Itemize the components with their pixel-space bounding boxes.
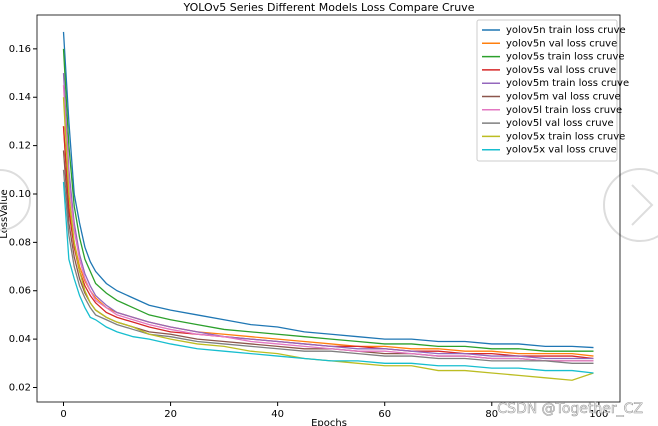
series-line: [62, 31, 594, 349]
series-line: [62, 181, 594, 374]
chart-title: YOLOv5 Series Different Models Loss Comp…: [183, 1, 475, 14]
legend-label: yolov5s val loss cruve: [506, 65, 616, 76]
series-line: [62, 48, 594, 352]
series-line: [62, 85, 594, 362]
y-tick-label: 0.16: [9, 44, 31, 55]
y-tick-label: 0.14: [9, 92, 31, 103]
legend-label: yolov5n train loss cruve: [506, 25, 626, 36]
x-tick-label: 100: [589, 409, 608, 420]
x-tick-label: 0: [60, 409, 66, 420]
y-tick-label: 0.02: [9, 382, 31, 393]
y-axis-label: LossValue: [0, 189, 10, 238]
plot-frame: [36, 14, 621, 403]
legend-label: yolov5s train loss cruve: [506, 52, 625, 63]
legend-label: yolov5n val loss cruve: [506, 38, 617, 49]
y-tick-label: 0.06: [9, 286, 31, 297]
legend-label: yolov5x train loss cruve: [506, 131, 625, 142]
legend-label: yolov5l train loss cruve: [506, 105, 622, 116]
x-axis-label: Epochs: [311, 418, 347, 426]
series-line: [62, 169, 594, 364]
x-tick-label: 60: [378, 409, 391, 420]
legend-label: yolov5x val loss cruve: [506, 145, 617, 156]
y-tick-label: 0.10: [9, 189, 31, 200]
next-arrow[interactable]: [603, 168, 658, 242]
legend-label: yolov5l val loss cruve: [506, 118, 614, 129]
x-tick-label: 80: [485, 409, 498, 420]
series-line: [62, 150, 594, 362]
next-arrow-icon: [631, 184, 654, 226]
watermark: CSDN @Together_CZ: [497, 401, 643, 417]
prev-arrow[interactable]: [0, 169, 31, 231]
y-tick-label: 0.08: [9, 237, 31, 248]
series-line: [62, 73, 594, 360]
legend-label: yolov5m val loss cruve: [506, 92, 621, 103]
y-tick-label: 0.12: [9, 141, 31, 152]
y-tick-label: 0.04: [9, 334, 31, 345]
legend-box: [476, 19, 618, 162]
legend-label: yolov5m train loss cruve: [506, 78, 629, 89]
x-tick-label: 20: [164, 409, 177, 420]
x-tick-label: 40: [271, 409, 284, 420]
series-line: [62, 97, 594, 381]
